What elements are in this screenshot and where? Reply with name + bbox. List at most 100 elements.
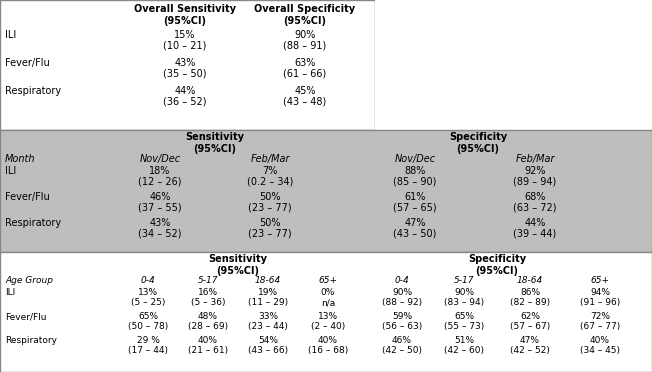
Text: Sensitivity
(95%CI): Sensitivity (95%CI) (186, 132, 244, 154)
Text: (42 – 50): (42 – 50) (382, 346, 422, 355)
Text: 44%: 44% (524, 218, 546, 228)
Text: (23 – 44): (23 – 44) (248, 322, 288, 331)
Text: Respiratory: Respiratory (5, 86, 61, 96)
Text: Specificity
(95%CI): Specificity (95%CI) (468, 254, 526, 276)
Text: (89 – 94): (89 – 94) (513, 176, 557, 186)
Text: 90%: 90% (454, 288, 474, 297)
Text: 94%: 94% (590, 288, 610, 297)
Text: 92%: 92% (524, 166, 546, 176)
Text: 90%: 90% (294, 30, 316, 40)
Text: 7%: 7% (262, 166, 278, 176)
Text: (23 – 77): (23 – 77) (248, 228, 292, 238)
Text: (61 – 66): (61 – 66) (284, 68, 327, 78)
Text: (11 – 29): (11 – 29) (248, 298, 288, 307)
Text: Fever/Flu: Fever/Flu (5, 58, 50, 68)
Text: 5-17: 5-17 (198, 276, 218, 285)
Text: (42 – 60): (42 – 60) (444, 346, 484, 355)
Text: 50%: 50% (259, 192, 281, 202)
Text: 0-4: 0-4 (394, 276, 409, 285)
Bar (0, 252, 652, 372)
Bar (0, 130, 652, 252)
Text: 47%: 47% (404, 218, 426, 228)
Text: (91 – 96): (91 – 96) (580, 298, 620, 307)
Text: Specificity
(95%CI): Specificity (95%CI) (449, 132, 507, 154)
Text: 46%: 46% (392, 336, 412, 345)
Text: 72%: 72% (590, 312, 610, 321)
Text: (57 – 65): (57 – 65) (393, 202, 437, 212)
Text: 33%: 33% (258, 312, 278, 321)
Bar (0, 0, 375, 130)
Text: (82 – 89): (82 – 89) (510, 298, 550, 307)
Text: 18%: 18% (149, 166, 171, 176)
Text: 43%: 43% (149, 218, 171, 228)
Text: (34 – 45): (34 – 45) (580, 346, 620, 355)
Text: (34 – 52): (34 – 52) (138, 228, 182, 238)
Text: Respiratory: Respiratory (5, 218, 61, 228)
Text: 15%: 15% (174, 30, 196, 40)
Text: 44%: 44% (174, 86, 196, 96)
Text: (28 – 69): (28 – 69) (188, 322, 228, 331)
Text: 50%: 50% (259, 218, 281, 228)
Text: (67 – 77): (67 – 77) (580, 322, 620, 331)
Text: n/a: n/a (321, 298, 335, 307)
Text: 40%: 40% (198, 336, 218, 345)
Text: 0%: 0% (321, 288, 335, 297)
Text: (21 – 61): (21 – 61) (188, 346, 228, 355)
Text: 65+: 65+ (591, 276, 610, 285)
Text: Sensitivity
(95%CI): Sensitivity (95%CI) (209, 254, 267, 276)
Text: (43 – 66): (43 – 66) (248, 346, 288, 355)
Text: ILI: ILI (5, 30, 16, 40)
Text: 62%: 62% (520, 312, 540, 321)
Text: (43 – 50): (43 – 50) (393, 228, 437, 238)
Text: 29 %: 29 % (136, 336, 160, 345)
Text: Respiratory: Respiratory (5, 336, 57, 345)
Text: (0.2 – 34): (0.2 – 34) (247, 176, 293, 186)
Text: 90%: 90% (392, 288, 412, 297)
Text: (88 – 91): (88 – 91) (284, 40, 327, 50)
Text: (50 – 78): (50 – 78) (128, 322, 168, 331)
Text: 61%: 61% (404, 192, 426, 202)
Text: 16%: 16% (198, 288, 218, 297)
Text: 18-64: 18-64 (255, 276, 281, 285)
Text: (56 – 63): (56 – 63) (382, 322, 422, 331)
Text: (5 – 25): (5 – 25) (131, 298, 165, 307)
Text: (55 – 73): (55 – 73) (444, 322, 484, 331)
Text: (35 – 50): (35 – 50) (163, 68, 207, 78)
Text: Overall Specificity
(95%CI): Overall Specificity (95%CI) (254, 4, 355, 26)
Text: (63 – 72): (63 – 72) (513, 202, 557, 212)
Text: Fever/Flu: Fever/Flu (5, 312, 46, 321)
Text: 13%: 13% (318, 312, 338, 321)
Text: 43%: 43% (174, 58, 196, 68)
Text: Nov/Dec: Nov/Dec (394, 154, 436, 164)
Text: Nov/Dec: Nov/Dec (140, 154, 181, 164)
Text: (5 – 36): (5 – 36) (191, 298, 225, 307)
Text: 59%: 59% (392, 312, 412, 321)
Text: (36 – 52): (36 – 52) (163, 96, 207, 106)
Text: (12 – 26): (12 – 26) (138, 176, 182, 186)
Text: 51%: 51% (454, 336, 474, 345)
Text: 63%: 63% (294, 58, 316, 68)
Text: Age Group: Age Group (5, 276, 53, 285)
Text: 47%: 47% (520, 336, 540, 345)
Text: Feb/Mar: Feb/Mar (515, 154, 555, 164)
Text: 40%: 40% (590, 336, 610, 345)
Text: (42 – 52): (42 – 52) (510, 346, 550, 355)
Text: 65%: 65% (454, 312, 474, 321)
Text: (39 – 44): (39 – 44) (513, 228, 557, 238)
Text: (85 – 90): (85 – 90) (393, 176, 437, 186)
Text: 88%: 88% (404, 166, 426, 176)
Text: (10 – 21): (10 – 21) (163, 40, 207, 50)
Text: (83 – 94): (83 – 94) (444, 298, 484, 307)
Text: (2 – 40): (2 – 40) (311, 322, 345, 331)
Text: Fever/Flu: Fever/Flu (5, 192, 50, 202)
Bar (375, 0, 652, 130)
Text: 46%: 46% (149, 192, 171, 202)
Text: 54%: 54% (258, 336, 278, 345)
Text: 0-4: 0-4 (141, 276, 155, 285)
Text: Overall Sensitivity
(95%CI): Overall Sensitivity (95%CI) (134, 4, 236, 26)
Text: (23 – 77): (23 – 77) (248, 202, 292, 212)
Text: ILI: ILI (5, 166, 16, 176)
Text: 40%: 40% (318, 336, 338, 345)
Text: 45%: 45% (294, 86, 316, 96)
Text: (43 – 48): (43 – 48) (284, 96, 327, 106)
